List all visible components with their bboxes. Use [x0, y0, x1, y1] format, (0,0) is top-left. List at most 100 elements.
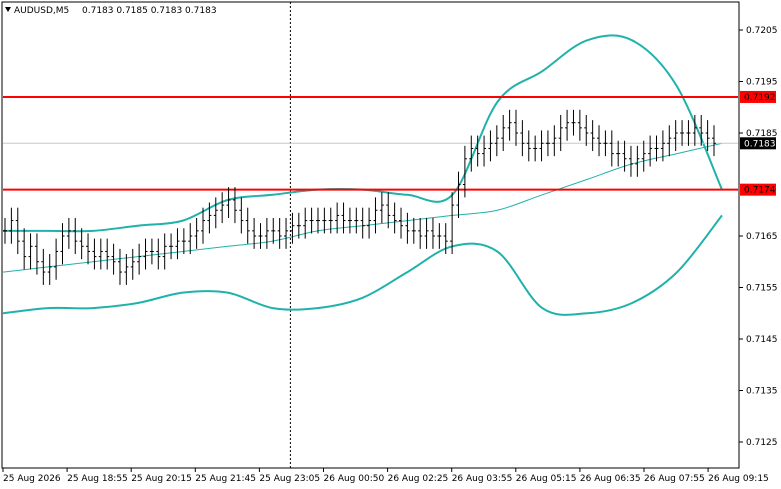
price-bar: [66, 217, 71, 249]
price-bar: [124, 254, 129, 285]
price-bar: [105, 238, 110, 270]
x-tick-label: 25 Aug 20:15: [131, 474, 192, 484]
price-bar: [507, 109, 512, 141]
x-tick-label: 26 Aug 09:15: [708, 474, 769, 484]
price-bar: [469, 135, 474, 172]
price-bar: [603, 130, 608, 157]
price-bar: [315, 207, 320, 234]
current-price-label: 0.7183: [744, 139, 776, 149]
price-bar: [181, 228, 186, 255]
current-price-box: [740, 137, 776, 150]
x-tick-label: 26 Aug 06:35: [580, 474, 641, 484]
price-bar: [699, 114, 704, 146]
price-bar: [622, 140, 627, 172]
price-bar: [386, 192, 391, 229]
price-bar: [443, 223, 448, 255]
price-bar: [86, 233, 91, 265]
price-bar: [22, 228, 27, 270]
x-tick-label: 26 Aug 00:50: [324, 474, 385, 484]
price-bar: [149, 238, 154, 265]
y-tick-label: 0.7155: [746, 284, 778, 294]
price-bar: [399, 207, 404, 239]
price-bar: [194, 217, 199, 249]
price-bar: [54, 238, 59, 280]
price-bar: [117, 248, 122, 285]
x-tick-label: 25 Aug 18:55: [67, 474, 128, 484]
price-bar: [379, 192, 384, 224]
level-label-box: [740, 183, 776, 196]
price-bar: [660, 130, 665, 162]
price-bar: [367, 207, 372, 239]
price-bar: [692, 114, 697, 146]
price-bar: [284, 217, 289, 249]
price-bar: [73, 217, 78, 255]
y-tick-label: 0.7205: [746, 26, 778, 36]
price-bar: [475, 135, 480, 167]
price-bar: [175, 228, 180, 260]
price-bar: [584, 114, 589, 146]
price-bars: [3, 109, 716, 285]
price-bar: [143, 238, 148, 270]
price-bar: [520, 120, 525, 157]
price-bar: [47, 254, 52, 285]
price-bar: [430, 217, 435, 249]
price-bar: [712, 125, 716, 157]
y-tick-label: 0.7135: [746, 387, 778, 397]
price-bar: [641, 140, 646, 172]
x-tick-label: 25 Aug 2026: [3, 474, 61, 484]
price-bar: [188, 223, 193, 255]
plot-frame: [1, 1, 740, 469]
price-bar: [264, 217, 269, 249]
price-bar: [309, 207, 314, 234]
price-bar: [501, 114, 506, 152]
price-bar: [111, 243, 116, 275]
price-bar: [552, 125, 557, 157]
price-bar: [354, 207, 359, 234]
price-bar: [616, 140, 621, 167]
price-bar: [162, 233, 167, 270]
price-bar: [169, 233, 174, 260]
price-bar: [271, 217, 276, 244]
price-bar: [335, 202, 340, 234]
chart-header: AUDUSD,M5 0.7183 0.7185 0.7183 0.7183: [5, 6, 217, 16]
price-bar: [526, 130, 531, 162]
y-tick-label: 0.7195: [746, 78, 778, 88]
price-bar: [482, 135, 487, 167]
price-bar: [565, 109, 570, 141]
x-tick-label: 26 Aug 02:25: [388, 474, 449, 484]
price-bar: [418, 217, 423, 249]
price-bar: [213, 197, 218, 229]
price-bar: [92, 238, 97, 270]
price-bar: [628, 145, 633, 177]
price-bar: [303, 207, 308, 239]
price-bar: [328, 207, 333, 234]
y-tick-label: 0.7185: [746, 129, 778, 139]
price-bar: [322, 207, 327, 234]
price-bar: [654, 135, 659, 162]
chevron-down-icon[interactable]: [5, 7, 11, 12]
price-bar: [450, 192, 455, 255]
price-bar: [392, 202, 397, 234]
price-bar: [156, 238, 161, 270]
price-bar: [411, 217, 416, 244]
x-tick-label: 26 Aug 05:15: [516, 474, 577, 484]
price-bar: [680, 120, 685, 146]
price-bar: [558, 114, 563, 152]
time-axis: 25 Aug 2026 25 Aug 18:55 25 Aug 20:15 25 Au…: [2, 468, 769, 484]
price-bar: [360, 207, 365, 239]
price-bar: [226, 187, 231, 218]
price-bar: [577, 109, 582, 141]
price-bar: [220, 192, 225, 224]
x-tick-label: 26 Aug 07:55: [644, 474, 705, 484]
price-bar: [98, 238, 103, 270]
price-bar: [539, 130, 544, 162]
price-bar: [79, 228, 84, 260]
price-bar: [277, 217, 282, 249]
price-bar: [488, 130, 493, 162]
level-label: 0.7192: [744, 93, 776, 103]
price-bar: [456, 171, 461, 218]
price-labels: 0.7192 0.7174 0.7183: [740, 90, 776, 196]
level-label-box: [740, 90, 776, 103]
price-bar: [41, 248, 46, 285]
